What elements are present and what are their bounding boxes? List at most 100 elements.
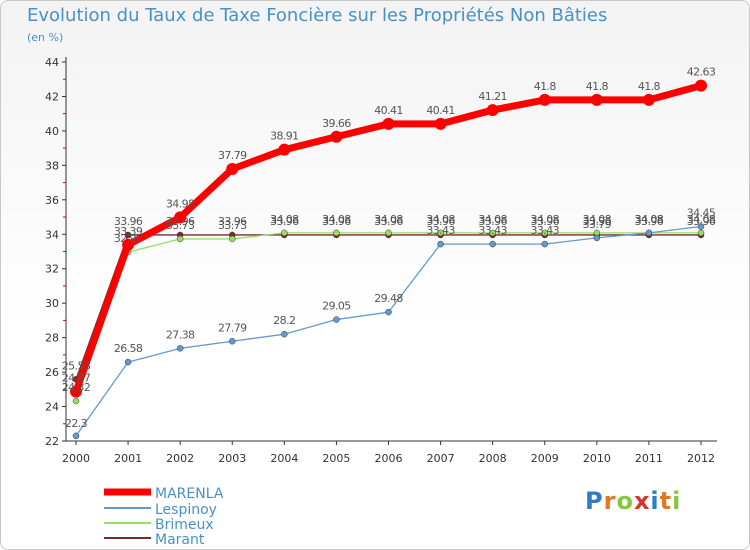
data-point-brimeux — [489, 229, 496, 237]
data-point-lespinoy — [437, 240, 444, 248]
logo-letter: o — [616, 487, 634, 515]
data-point-marenla — [538, 93, 551, 106]
y-tick-label: 22 — [45, 435, 59, 448]
y-tick-label: 28 — [45, 332, 59, 345]
data-point-brimeux — [437, 229, 444, 237]
x-tick-label: 2004 — [270, 452, 298, 465]
data-label-lespinoy: 28.2 — [273, 314, 295, 327]
data-label-lespinoy: 26.58 — [114, 342, 143, 355]
data-point-brimeux — [541, 229, 548, 237]
data-label-brimeux: 33.73 — [218, 219, 247, 232]
series-line-marenla — [72, 82, 705, 396]
data-label-marant: 33.96 — [583, 215, 612, 228]
data-label-lespinoy: 34.45 — [687, 207, 716, 220]
chart-title: Evolution du Taux de Taxe Foncière sur l… — [27, 5, 608, 26]
data-point-marenla — [486, 104, 499, 117]
data-point-lespinoy — [593, 234, 601, 242]
data-label-lespinoy: 27.38 — [166, 328, 195, 341]
y-tick-label: 34 — [45, 228, 59, 241]
data-label-brimeux: 32.96 — [114, 232, 143, 245]
x-tick-label: 2010 — [583, 452, 611, 465]
y-tick-label: 24 — [45, 401, 59, 414]
data-point-marenla — [226, 162, 239, 175]
data-label-marenla: 40.41 — [426, 104, 455, 117]
data-point-lespinoy — [333, 316, 340, 323]
data-label-lespinoy: 34.08 — [635, 213, 664, 226]
data-label-marant: 33.96 — [635, 215, 664, 228]
data-label-lespinoy: 33.43 — [478, 224, 507, 237]
data-label-marenla: 34.98 — [166, 197, 195, 210]
data-point-marenla — [70, 385, 82, 398]
y-tick-label: 30 — [45, 297, 59, 310]
data-point-lespinoy — [176, 345, 184, 352]
data-point-lespinoy — [697, 223, 705, 230]
data-point-brimeux — [333, 229, 340, 237]
data-label-brimeux: 34.08 — [687, 213, 716, 226]
data-point-marenla — [382, 117, 395, 130]
data-label-brimeux: 24.32 — [62, 381, 91, 394]
data-label-marenla: 39.66 — [322, 117, 351, 130]
data-label-brimeux: 34.08 — [374, 213, 403, 226]
proxiti-logo: Proxiti — [585, 487, 681, 515]
y-tick-label: 42 — [45, 90, 59, 103]
x-tick-label: 2007 — [427, 452, 455, 465]
data-label-marenla: 42.63 — [687, 66, 716, 79]
data-point-brimeux — [72, 397, 80, 405]
data-label-marenla: 24.87 — [62, 372, 91, 385]
x-tick-label: 2000 — [62, 452, 90, 465]
data-label-brimeux: 34.08 — [270, 213, 299, 226]
data-point-marenla — [695, 79, 707, 92]
data-label-marenla: 37.79 — [218, 149, 247, 162]
y-axis-unit: (en %) — [27, 31, 64, 44]
data-point-marenla — [278, 143, 291, 156]
data-point-lespinoy — [72, 432, 80, 440]
logo-letter: i — [650, 487, 660, 515]
data-label-marant: 33.96 — [218, 215, 247, 228]
data-label-brimeux: 34.08 — [635, 213, 664, 226]
logo-letter: x — [633, 487, 651, 515]
data-label-brimeux: 33.73 — [166, 219, 195, 232]
data-point-lespinoy — [124, 358, 132, 366]
data-point-brimeux — [697, 229, 705, 237]
data-label-lespinoy: 27.79 — [218, 321, 247, 334]
data-point-marenla — [122, 238, 135, 251]
data-label-marant: 33.96 — [322, 215, 351, 228]
series-layer — [70, 79, 707, 440]
data-label-marenla: 41.8 — [638, 80, 661, 93]
data-point-lespinoy — [489, 240, 496, 248]
y-tick-label: 32 — [45, 263, 59, 276]
data-point-brimeux — [229, 235, 236, 243]
data-label-brimeux: 34.08 — [531, 213, 560, 226]
data-point-lespinoy — [229, 338, 236, 345]
data-label-brimeux: 34.08 — [426, 213, 455, 226]
data-point-marenla — [330, 130, 343, 143]
logo-letter: P — [585, 487, 604, 515]
data-label-lespinoy: 33.43 — [426, 224, 455, 237]
data-label-lespinoy: 33.43 — [531, 224, 560, 237]
data-label-lespinoy: 29.05 — [322, 300, 351, 313]
series-line-brimeux — [75, 232, 702, 402]
x-tick-label: 2008 — [479, 452, 507, 465]
data-label-lespinoy: 33.79 — [583, 218, 612, 231]
legend-label-marant: Marant — [155, 532, 205, 548]
data-label-marant: 33.96 — [166, 215, 195, 228]
data-label-marant: 25.58 — [62, 359, 91, 372]
x-tick-label: 2005 — [322, 452, 350, 465]
data-point-brimeux — [281, 229, 288, 237]
data-label-marenla: 41.21 — [478, 90, 507, 103]
logo-letter: i — [672, 487, 682, 515]
x-tick-label: 2012 — [687, 452, 715, 465]
data-label-marant: 33.96 — [531, 215, 560, 228]
x-tick-label: 2006 — [375, 452, 403, 465]
data-point-marenla — [590, 93, 603, 106]
data-point-lespinoy — [541, 240, 548, 248]
series-line-marant — [75, 234, 702, 380]
data-label-marenla: 38.91 — [270, 130, 299, 143]
data-point-lespinoy — [645, 229, 653, 237]
x-tick-label: 2002 — [166, 452, 194, 465]
x-tick-label: 2011 — [635, 452, 663, 465]
data-label-marant: 33.96 — [374, 215, 403, 228]
